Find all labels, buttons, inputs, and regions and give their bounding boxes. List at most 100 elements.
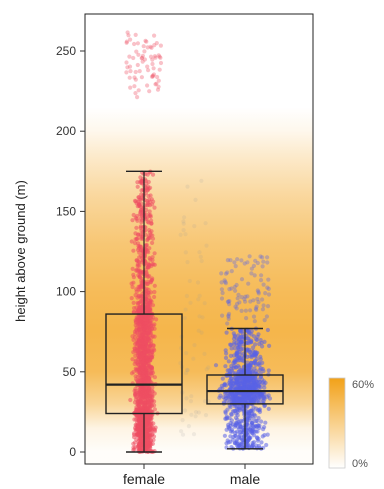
data-point-female: [141, 187, 146, 192]
data-point-female: [140, 422, 145, 427]
data-point-male: [258, 357, 263, 362]
iqr-box-male: [206, 374, 284, 405]
data-point-female: [147, 274, 152, 279]
outlier-point-male: [256, 300, 261, 305]
outlier-point-male: [261, 259, 266, 264]
data-point-male: [242, 359, 247, 364]
outlier-point-male: [239, 258, 244, 263]
outlier-point-male: [265, 304, 271, 309]
data-point-male: [255, 429, 260, 434]
outlier-point-female: [150, 73, 155, 78]
data-point-female: [133, 323, 138, 328]
data-point-male: [254, 424, 259, 430]
data-point-female: [139, 195, 144, 200]
data-point-male: [237, 365, 242, 370]
data-point-female: [129, 281, 134, 286]
outlier-point-male: [248, 299, 253, 304]
data-point-female: [145, 302, 150, 307]
data-point-female: [147, 414, 152, 419]
outlier-point-male: [228, 258, 233, 263]
data-point-female: [129, 371, 135, 376]
data-point-female: [131, 310, 136, 315]
data-point-female: [137, 416, 143, 421]
data-point-female: [145, 172, 150, 177]
data-point-female: [150, 258, 155, 263]
data-point-male: [250, 442, 255, 447]
outlier-point-female: [136, 88, 141, 93]
data-point-female: [137, 391, 142, 396]
data-point-female: [139, 299, 144, 304]
data-point-female: [131, 275, 136, 280]
data-point-female: [134, 201, 139, 206]
outlier-point-male: [249, 266, 254, 271]
background-point: [188, 399, 193, 404]
data-point-female: [140, 374, 145, 379]
outlier-point-male: [266, 292, 272, 297]
data-point-female: [139, 404, 144, 409]
data-point-male: [258, 338, 263, 343]
data-point-female: [150, 172, 156, 177]
data-point-female: [145, 417, 150, 422]
outlier-point-male: [233, 304, 238, 309]
data-point-female: [145, 281, 150, 286]
data-point-male: [224, 393, 229, 398]
data-point-female: [147, 197, 152, 202]
background-point: [199, 330, 204, 335]
data-point-female: [151, 427, 157, 432]
data-point-female: [152, 289, 157, 295]
outlier-point-female: [150, 61, 155, 67]
outlier-point-male: [223, 281, 228, 286]
outlier-point-female: [124, 39, 129, 44]
y-axis-title: height above ground (m): [13, 180, 28, 322]
data-point-male: [222, 433, 227, 438]
data-point-female: [130, 357, 135, 362]
outlier-point-female: [143, 38, 148, 43]
outlier-point-female: [124, 40, 129, 45]
data-point-female: [145, 203, 150, 208]
background-point: [202, 351, 207, 356]
data-point-female: [145, 336, 151, 341]
data-point-male: [251, 397, 257, 402]
data-point-male: [235, 350, 240, 355]
x-axis: female male: [123, 464, 260, 487]
y-tick-label: 100: [56, 285, 76, 299]
data-point-female: [152, 407, 157, 412]
background-point: [185, 368, 190, 373]
outlier-point-female: [132, 41, 137, 47]
data-point-female: [134, 437, 139, 442]
box-plots: [105, 170, 284, 453]
data-point-female: [132, 432, 137, 437]
outlier-point-male: [260, 307, 265, 312]
data-point-female: [139, 220, 144, 225]
data-point-male: [257, 409, 263, 414]
data-point-female: [135, 378, 140, 383]
data-point-male: [248, 397, 253, 402]
data-point-female: [139, 400, 144, 405]
data-point-female: [137, 448, 142, 453]
outlier-point-female: [154, 81, 159, 86]
data-point-female: [136, 293, 141, 298]
data-point-female: [133, 425, 138, 430]
background-point: [188, 300, 193, 305]
outlier-point-male: [223, 271, 229, 276]
y-tick-label: 250: [56, 44, 76, 58]
data-point-female: [138, 426, 143, 431]
y-tick-label: 0: [69, 445, 76, 459]
data-point-male: [229, 346, 234, 351]
x-category-label-female: female: [123, 471, 165, 487]
data-point-male: [251, 349, 256, 354]
outlier-point-male: [265, 285, 270, 290]
outlier-point-male: [234, 306, 239, 311]
outlier-point-female: [133, 32, 138, 38]
outlier-point-male: [265, 255, 270, 260]
outlier-point-female: [135, 95, 140, 100]
data-point-female: [133, 237, 138, 242]
outlier-point-male: [245, 260, 250, 265]
data-point-male: [252, 433, 257, 438]
data-point-male: [237, 380, 242, 385]
outlier-point-female: [126, 33, 131, 38]
data-point-female: [142, 350, 147, 355]
data-point-female: [150, 236, 156, 241]
data-point-female: [148, 320, 153, 325]
data-point-male: [252, 383, 258, 388]
